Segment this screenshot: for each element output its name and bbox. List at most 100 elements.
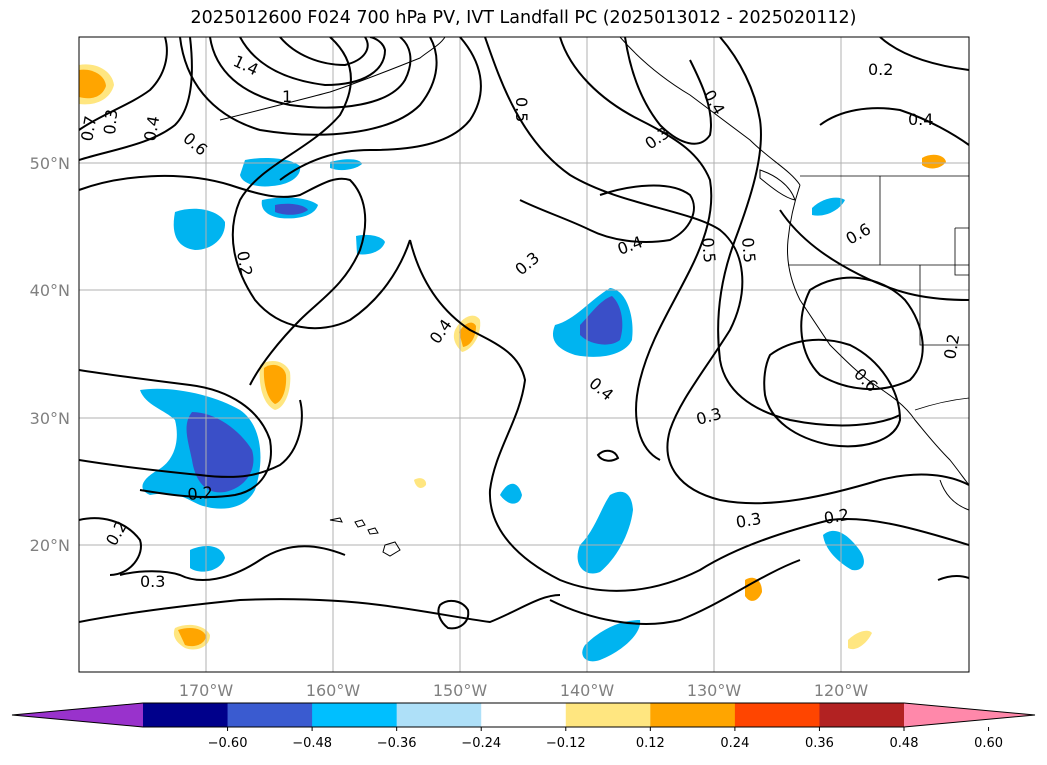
- pos-blob-ne: [922, 154, 946, 169]
- contour-nw-2: [79, 37, 193, 161]
- contour-label: 0.5: [738, 237, 759, 264]
- contour-02-southwest: [79, 399, 303, 478]
- contour-label: 0.2: [187, 483, 214, 504]
- contour-02-south: [79, 594, 561, 624]
- colorbar-segment: [396, 703, 482, 727]
- contour-label: 0.2: [940, 332, 963, 360]
- contour-03-sw-1: [79, 517, 142, 576]
- neg-blob-north-2-core: [275, 203, 308, 215]
- colorbar-tick-label: −0.36: [377, 736, 417, 751]
- contour-loop-center: [231, 37, 411, 330]
- contour-03-sw-2: [119, 545, 346, 581]
- colorbar-outline: [11, 702, 1036, 728]
- us-mexico-border: [914, 397, 969, 411]
- colorbar-tick-label: 0.60: [974, 736, 1003, 751]
- lon-label: 150°W: [433, 681, 488, 700]
- contour-ne-2: [879, 37, 969, 71]
- contour-04-center: [409, 239, 969, 592]
- colorbar-segment: [143, 703, 229, 727]
- alaska-panhandle-coast: [619, 37, 801, 186]
- map-frame: [78, 36, 970, 673]
- pos-blob-small: [414, 478, 427, 488]
- contour-label: 0.5: [512, 97, 531, 122]
- contour-06-loop: [800, 276, 924, 391]
- lon-label: 170°W: [179, 681, 234, 700]
- lat-label: 50°N: [30, 154, 70, 173]
- colorbar-tick-label: −0.24: [461, 736, 501, 751]
- north-america-west-coast: [787, 184, 969, 486]
- latitude-labels: 20°N 30°N 40°N 50°N: [30, 154, 70, 555]
- pos-blob-central-north-core: [459, 322, 476, 347]
- colorbar-tick-label: 0.48: [890, 736, 919, 751]
- colorbar-tick-label: 0.12: [636, 736, 665, 751]
- contour-small-ring: [596, 449, 620, 462]
- contour-ridge-4: [279, 37, 369, 67]
- contour-label: 1: [282, 87, 292, 106]
- colorbar-tick-label: −0.48: [292, 736, 332, 751]
- colorbar-extend-left: [12, 703, 143, 727]
- colorbar-tick-label: −0.12: [546, 736, 586, 751]
- contour-nw-1: [79, 37, 168, 131]
- colorbar-segment: [312, 703, 398, 727]
- contour-label: 0.2: [822, 505, 850, 528]
- contour-ne: [819, 107, 969, 146]
- baja-coast: [939, 479, 969, 511]
- contour-label: 0.3: [734, 509, 762, 532]
- neg-blob-south: [582, 620, 641, 662]
- longitude-labels: 170°W 160°W 150°W 140°W 130°W 120°W: [179, 681, 869, 700]
- contour-label: 0.4: [908, 110, 933, 129]
- contour-label: 0.2: [233, 249, 256, 277]
- lat-label: 20°N: [30, 536, 70, 555]
- neg-blob-large-west-core: [186, 412, 254, 493]
- contour-label: 0.7: [77, 114, 100, 142]
- contour-06-loop-2: [763, 338, 902, 448]
- neg-blob-east: [823, 530, 864, 571]
- map-title: 2025012600 F024 700 hPa PV, IVT Landfall…: [190, 8, 857, 28]
- contour-02-west: [79, 174, 367, 386]
- lat-label: 40°N: [30, 281, 70, 300]
- contour-ridge-1: [179, 37, 438, 136]
- contour-05-east: [559, 37, 713, 461]
- contour-ring-south: [437, 599, 470, 630]
- contour-04-east: [717, 37, 901, 427]
- pos-blob-east-1: [745, 577, 762, 601]
- state-line-3: [919, 265, 969, 346]
- contour-big-middle: [484, 37, 969, 505]
- colorbar-segment: [734, 703, 820, 727]
- colorbar-segment: [650, 703, 736, 727]
- colorbar-segments: [143, 703, 905, 727]
- contour-label: 0.4: [140, 114, 163, 142]
- contour-label: 0.2: [868, 60, 893, 79]
- neg-blob-north-3: [173, 208, 226, 250]
- pos-blob-sw-core: [178, 628, 206, 647]
- contour-03-south: [549, 559, 801, 625]
- contour-label: 0.3: [140, 572, 165, 591]
- contour-label: 0.3: [100, 108, 121, 135]
- colorbar-segment: [819, 703, 905, 727]
- map-panel: 1.4 1 0.7 0.3 0.4 0.6 0.5 0.2 0.3 0.4 0.…: [77, 37, 969, 672]
- colorbar: −0.60 −0.48 −0.36 −0.24 −0.12 0.12 0.24 0.36 0.4…: [11, 702, 1036, 751]
- neg-blob-north-1: [240, 158, 301, 187]
- colorbar-tick-label: −0.60: [208, 736, 248, 751]
- pos-blob-east-2: [848, 630, 872, 650]
- contour-label: 0.5: [698, 237, 719, 264]
- lon-label: 130°W: [687, 681, 742, 700]
- borders: [788, 175, 969, 411]
- pv-contours: [79, 37, 969, 630]
- state-line-4: [954, 227, 969, 276]
- coastlines: [219, 37, 969, 511]
- colorbar-tick-label: 0.36: [805, 736, 834, 751]
- neg-blob-central-core: [580, 296, 623, 345]
- contour-ridge-3: [239, 37, 387, 87]
- contour-02-east-center: [624, 37, 712, 145]
- gridlines: [79, 37, 969, 672]
- colorbar-segment: [565, 703, 651, 727]
- contour-03-center: [519, 184, 695, 243]
- neg-blob-small-2: [190, 546, 225, 572]
- lon-label: 140°W: [560, 681, 615, 700]
- colorbar-tick-label: 0.24: [720, 736, 749, 751]
- hawaii-islands: [329, 517, 401, 557]
- neg-blob-small-1: [500, 483, 522, 504]
- alaska-coast: [219, 37, 446, 121]
